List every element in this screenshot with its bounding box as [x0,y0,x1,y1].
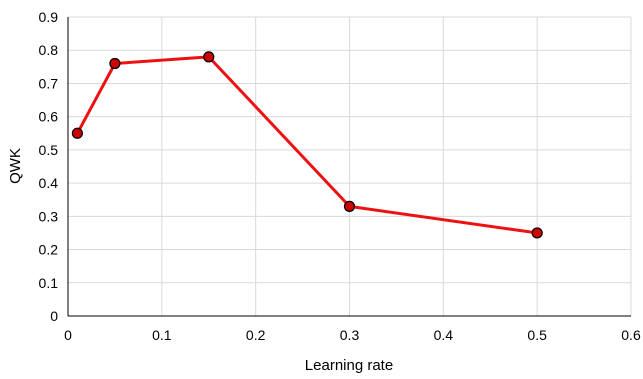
grid [68,16,632,316]
x-tick-label: 0.6 [621,327,641,343]
x-tick-label: 0 [64,327,72,343]
y-tick-label: 0.7 [39,75,59,91]
y-tick-label: 0.6 [39,109,59,125]
y-tick-label: 0.9 [39,9,59,25]
axes [67,17,631,317]
tick-labels: 0 0.1 0.2 0.3 0.4 0.5 0.6 0 0.1 0.2 0.3 0.4 0.5 0.6 0.… [39,9,641,343]
data-point [71,127,83,139]
x-axis-title: Learning rate [305,357,393,374]
y-tick-label: 0.8 [39,42,59,58]
x-tick-label: 0.3 [340,327,360,343]
data-point [531,227,543,239]
x-tick-label: 0.4 [434,327,454,343]
series [71,51,543,239]
y-axis-title: QWK [7,148,24,184]
data-point [203,51,215,63]
y-tick-label: 0.2 [39,242,59,258]
data-point [343,200,356,212]
y-tick-label: 0.3 [39,208,59,224]
y-tick-label: 0.1 [39,275,59,291]
y-tick-label: 0 [50,308,58,324]
x-tick-label: 0.1 [152,327,172,343]
y-tick-label: 0.4 [39,175,59,191]
x-tick-label: 0.2 [246,327,266,343]
x-tick-label: 0.5 [527,327,547,343]
data-point [109,57,121,70]
y-tick-label: 0.5 [39,142,59,158]
